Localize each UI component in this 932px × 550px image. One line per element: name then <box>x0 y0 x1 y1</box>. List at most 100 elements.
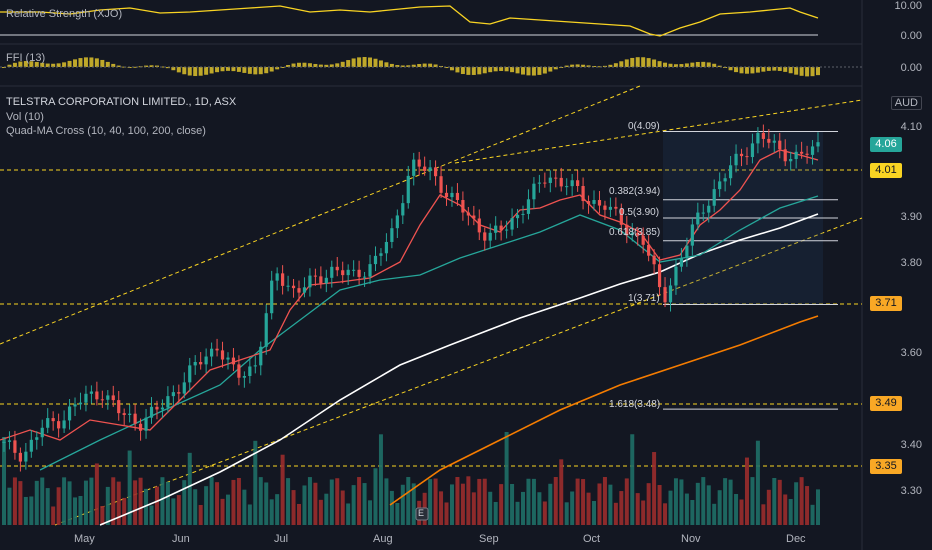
volume-bar <box>695 482 700 525</box>
candle-body <box>73 404 77 407</box>
ffi-bar <box>619 61 624 67</box>
volume-bar <box>400 484 405 525</box>
candle-body <box>78 402 83 405</box>
symbol-title[interactable]: TELSTRA CORPORATION LIMITED., 1D, ASX <box>6 96 237 108</box>
earnings-marker[interactable]: E <box>418 508 425 518</box>
volume-bar <box>701 477 706 525</box>
volume-bar <box>744 457 749 525</box>
volume-bar <box>575 478 580 525</box>
volume-bar <box>783 494 788 525</box>
ffi-bar <box>428 63 433 67</box>
volume-bar <box>236 477 241 525</box>
ffi-bar <box>510 67 515 73</box>
ffi-bar <box>477 67 482 75</box>
ffi-bar <box>788 67 793 74</box>
volume-bar <box>297 503 302 525</box>
ffi-bar <box>313 63 318 67</box>
volume-bar <box>608 484 613 525</box>
candle-body <box>395 215 399 229</box>
candle-body <box>209 348 214 357</box>
volume-bar <box>280 454 285 525</box>
volume-bar <box>712 503 717 525</box>
candle-body <box>472 215 476 219</box>
ffi-bar <box>520 67 525 75</box>
volume-bar <box>12 477 17 525</box>
volume-bar <box>663 503 668 525</box>
volume-bar <box>154 486 159 525</box>
candle-body <box>521 213 525 215</box>
candle-body <box>592 200 596 204</box>
candle-body <box>379 253 383 256</box>
fib-label-0618: 0.618(3.85) <box>609 227 661 238</box>
volume-bar <box>89 477 94 525</box>
volume-bar <box>673 478 678 525</box>
candle-body <box>106 395 110 400</box>
ffi-bar <box>34 61 39 67</box>
ffi-bar <box>89 57 94 67</box>
ffi-bar <box>204 67 209 75</box>
volume-bar <box>723 478 728 525</box>
ffi-bar <box>318 64 323 67</box>
volume-bar <box>45 488 50 525</box>
ffi-bar <box>449 67 454 71</box>
volume-bar <box>62 477 67 525</box>
ffi-bar <box>12 62 17 67</box>
candle-body <box>461 200 465 213</box>
ffi-bar <box>586 65 591 67</box>
ffi-bar <box>488 67 493 73</box>
candle-body <box>390 228 394 242</box>
candle-body <box>128 413 132 415</box>
volume-bar <box>286 478 291 525</box>
candle-body <box>286 285 290 287</box>
volume-bar <box>570 491 575 525</box>
month-may: May <box>74 533 95 545</box>
volume-bar <box>242 489 247 525</box>
volume-bar <box>264 482 269 525</box>
candle-body <box>237 364 241 378</box>
ffi-bar <box>280 67 285 68</box>
ffi-bar <box>242 67 247 73</box>
candle-body <box>597 200 602 206</box>
indicator-quad-ma[interactable]: Quad-MA Cross (10, 40, 100, 200, close) <box>6 125 206 137</box>
candle-body <box>532 183 536 200</box>
candle-body <box>734 153 738 166</box>
candle-body <box>800 151 804 154</box>
candle-body <box>335 266 339 271</box>
ffi-bar <box>400 65 405 67</box>
candle-body <box>543 182 547 184</box>
candle-body <box>46 418 50 428</box>
volume-bar <box>542 501 547 525</box>
volume-bar <box>160 477 165 525</box>
volume-bar <box>307 477 312 525</box>
volume-bar <box>499 484 504 525</box>
volume-bar <box>378 434 383 525</box>
candle-body <box>149 406 154 418</box>
volume-bars <box>2 432 820 525</box>
ffi-bar <box>94 58 99 67</box>
candle-body <box>586 201 591 204</box>
ffi-bar <box>690 62 695 67</box>
volume-bar <box>613 502 618 525</box>
volume-bar <box>493 501 498 525</box>
ffi-bar <box>553 67 558 70</box>
fib-label-0: 0(4.09) <box>628 121 660 132</box>
currency-badge[interactable]: AUD <box>890 96 922 110</box>
candle-body <box>24 451 28 462</box>
candle-body <box>455 192 460 201</box>
ffi-bar <box>18 61 23 67</box>
ffi-bar <box>133 66 138 68</box>
volume-bar <box>679 479 684 525</box>
candle-body <box>433 167 438 177</box>
candle-body <box>690 224 694 246</box>
candle-body <box>182 382 186 394</box>
volume-bar <box>94 463 99 525</box>
ffi-bar <box>160 66 165 68</box>
fib-label-1: 1(3.71) <box>628 293 660 304</box>
candle-body <box>171 392 175 397</box>
volume-bar <box>799 477 804 525</box>
candle-body <box>554 177 558 179</box>
indicator-vol[interactable]: Vol (10) <box>6 111 44 123</box>
ma40-line <box>39 195 819 471</box>
volume-bar <box>395 502 400 525</box>
